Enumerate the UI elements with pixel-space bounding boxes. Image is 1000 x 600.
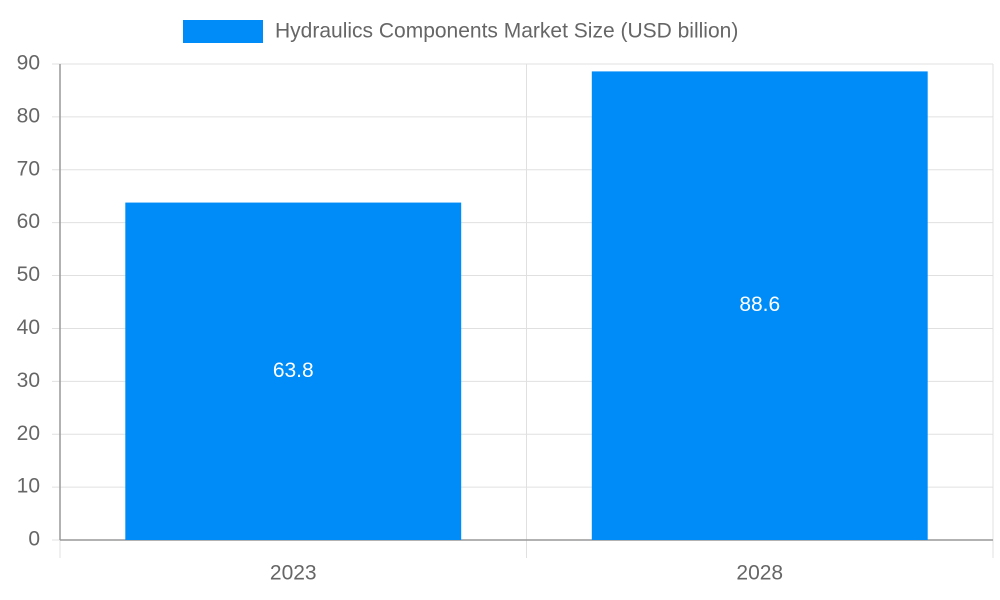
x-tick-label: 2028 <box>736 562 783 585</box>
legend-swatch <box>183 20 263 43</box>
bar <box>125 202 462 540</box>
y-tick-label: 40 <box>17 316 40 339</box>
y-tick-label: 30 <box>17 369 40 392</box>
x-tick-label: 2023 <box>270 562 317 585</box>
y-tick-label: 90 <box>17 52 40 75</box>
y-tick-label: 10 <box>17 475 40 498</box>
legend-label: Hydraulics Components Market Size (USD b… <box>275 20 738 43</box>
bar <box>591 71 928 540</box>
y-tick-label: 70 <box>17 157 40 180</box>
data-label: 88.6 <box>739 293 780 316</box>
y-tick-label: 20 <box>17 422 40 445</box>
y-tick-label: 80 <box>17 104 40 127</box>
data-label: 63.8 <box>273 359 314 382</box>
y-tick-label: 60 <box>17 210 40 233</box>
y-tick-label: 0 <box>28 528 40 551</box>
y-tick-label: 50 <box>17 263 40 286</box>
